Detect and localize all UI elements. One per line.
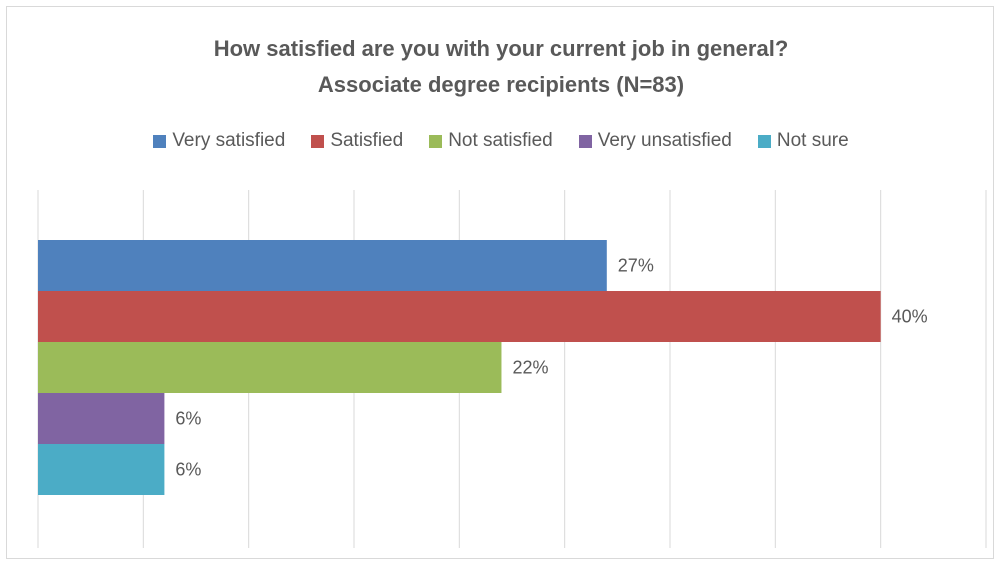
legend-swatch-very-satisfied	[153, 134, 167, 148]
chart-subtitle: Associate degree recipients (N=83)	[317, 72, 685, 97]
bar-very-satisfied	[38, 240, 607, 291]
legend-swatch-not-satisfied	[429, 134, 443, 148]
legend-label-not-sure: Not sure	[776, 130, 849, 151]
legend-label-not-satisfied: Not satisfied	[448, 130, 553, 151]
legend-swatch-not-sure	[757, 134, 771, 148]
bar-not-sure	[38, 444, 165, 495]
data-label-very-satisfied: 27%	[618, 256, 654, 276]
bar-very-unsatisfied	[38, 393, 165, 444]
bar-not-satisfied	[38, 342, 502, 393]
bar-satisfied	[38, 291, 881, 342]
chart-title: How satisfied are you with your current …	[213, 36, 789, 61]
legend-item-very-satisfied: Very satisfied	[153, 130, 285, 152]
legend-item-not-satisfied: Not satisfied	[429, 130, 553, 152]
chart-legend: Very satisfied Satisfied Not satisfied V…	[0, 130, 1002, 152]
legend-label-very-unsatisfied: Very unsatisfied	[597, 130, 732, 151]
legend-label-very-satisfied: Very satisfied	[172, 130, 286, 151]
legend-item-satisfied: Satisfied	[311, 130, 403, 152]
data-label-very-unsatisfied: 6%	[175, 409, 201, 429]
data-label-not-satisfied: 22%	[512, 358, 548, 378]
legend-swatch-satisfied	[311, 134, 325, 148]
legend-label-satisfied: Satisfied	[330, 130, 404, 151]
data-label-not-sure: 6%	[175, 460, 201, 480]
legend-item-not-sure: Not sure	[757, 130, 849, 152]
legend-swatch-very-unsatisfied	[578, 134, 592, 148]
data-label-satisfied: 40%	[892, 307, 928, 327]
legend-item-very-unsatisfied: Very unsatisfied	[578, 130, 732, 152]
